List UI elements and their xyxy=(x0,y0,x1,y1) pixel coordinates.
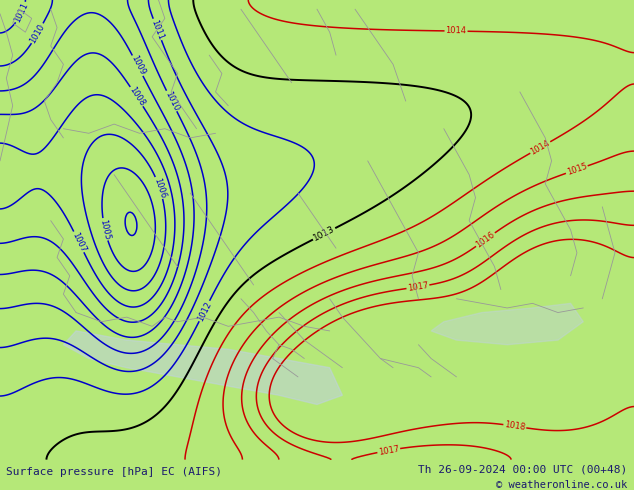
Text: 1007: 1007 xyxy=(70,230,87,253)
Text: 1017: 1017 xyxy=(378,444,400,457)
Text: 1014: 1014 xyxy=(529,138,552,157)
Text: 1011: 1011 xyxy=(150,18,165,41)
Text: 1015: 1015 xyxy=(566,162,588,177)
Text: 1014: 1014 xyxy=(446,26,467,36)
Text: 1017: 1017 xyxy=(407,281,429,293)
Text: Th 26-09-2024 00:00 UTC (00+48): Th 26-09-2024 00:00 UTC (00+48) xyxy=(418,465,628,474)
Polygon shape xyxy=(63,331,342,404)
Polygon shape xyxy=(431,303,583,345)
Text: 1012: 1012 xyxy=(196,299,213,322)
Text: 1018: 1018 xyxy=(504,420,526,432)
Text: 1010: 1010 xyxy=(163,90,180,112)
Text: 1005: 1005 xyxy=(98,218,112,241)
Text: 1013: 1013 xyxy=(312,224,337,243)
Text: 1009: 1009 xyxy=(129,54,146,77)
Text: © weatheronline.co.uk: © weatheronline.co.uk xyxy=(496,480,628,490)
Text: Surface pressure [hPa] EC (AIFS): Surface pressure [hPa] EC (AIFS) xyxy=(6,467,223,477)
Text: 1016: 1016 xyxy=(474,230,496,249)
Text: 1006: 1006 xyxy=(152,176,167,199)
Text: 1008: 1008 xyxy=(127,85,146,108)
Text: 1010: 1010 xyxy=(29,22,47,45)
Text: 1011: 1011 xyxy=(13,1,30,24)
